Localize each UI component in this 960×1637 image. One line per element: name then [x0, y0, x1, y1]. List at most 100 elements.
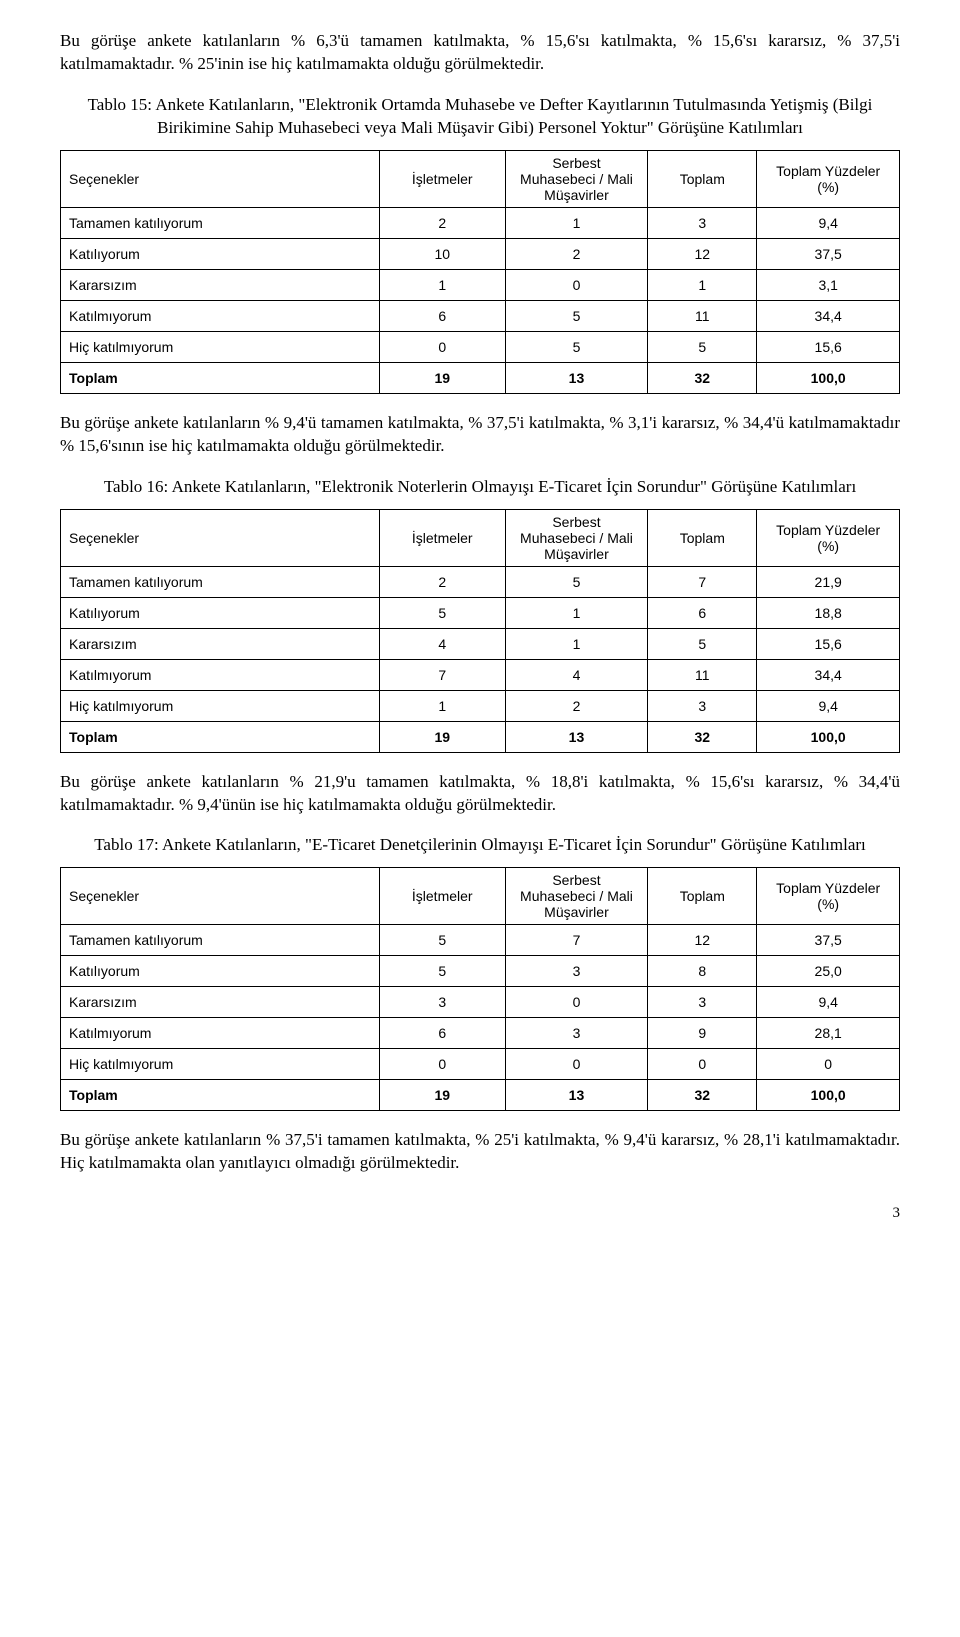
table-cell: 3,1 — [757, 269, 900, 300]
table-cell: 3 — [648, 690, 757, 721]
table-cell: 5 — [505, 566, 648, 597]
table-cell: 3 — [505, 1018, 648, 1049]
table-cell: 5 — [379, 925, 505, 956]
table-cell: 1 — [648, 269, 757, 300]
document-page: Bu görüşe ankete katılanların % 6,3'ü ta… — [0, 0, 960, 1262]
table-header: İşletmeler — [379, 150, 505, 207]
table-cell: 0 — [505, 269, 648, 300]
table-cell: 2 — [379, 566, 505, 597]
table-header-row: Seçenekler İşletmeler Serbest Muhasebeci… — [61, 509, 900, 566]
table-cell: 9 — [648, 1018, 757, 1049]
table-cell: 0 — [757, 1049, 900, 1080]
table-cell: 0 — [379, 1049, 505, 1080]
table-header: Toplam Yüzdeler (%) — [757, 868, 900, 925]
table-cell: Toplam — [61, 721, 380, 752]
table-row: Tamamen katılıyorum 5 7 12 37,5 — [61, 925, 900, 956]
table-cell: 1 — [505, 628, 648, 659]
table-cell: 7 — [505, 925, 648, 956]
table-cell: 9,4 — [757, 690, 900, 721]
table-cell: Katılıyorum — [61, 956, 380, 987]
table-header: İşletmeler — [379, 509, 505, 566]
table-row: Tamamen katılıyorum 2 5 7 21,9 — [61, 566, 900, 597]
table-cell: 21,9 — [757, 566, 900, 597]
table-cell: Toplam — [61, 1080, 380, 1111]
table-cell: Katılıyorum — [61, 597, 380, 628]
table-total-row: Toplam 19 13 32 100,0 — [61, 721, 900, 752]
table-row: Hiç katılmıyorum 1 2 3 9,4 — [61, 690, 900, 721]
table-cell: 5 — [505, 331, 648, 362]
table16-title: Tablo 16: Ankete Katılanların, "Elektron… — [60, 476, 900, 499]
page-number: 3 — [60, 1205, 900, 1222]
table-row: Katılmıyorum 7 4 11 34,4 — [61, 659, 900, 690]
table-cell: 5 — [379, 597, 505, 628]
table-cell: 2 — [379, 207, 505, 238]
table-cell: Hiç katılmıyorum — [61, 690, 380, 721]
table-header: Toplam — [648, 509, 757, 566]
table-header: Toplam Yüzdeler (%) — [757, 150, 900, 207]
table-cell: 1 — [379, 269, 505, 300]
table-cell: 12 — [648, 238, 757, 269]
table-header: Toplam — [648, 868, 757, 925]
table-cell: 1 — [505, 207, 648, 238]
table-cell: Kararsızım — [61, 269, 380, 300]
table-cell: 11 — [648, 659, 757, 690]
table-cell: 3 — [505, 956, 648, 987]
table-cell: 3 — [648, 987, 757, 1018]
table-cell: 0 — [505, 987, 648, 1018]
table-total-row: Toplam 19 13 32 100,0 — [61, 1080, 900, 1111]
table-cell: 19 — [379, 362, 505, 393]
table-header: Seçenekler — [61, 150, 380, 207]
table-cell: 12 — [648, 925, 757, 956]
table-cell: 6 — [648, 597, 757, 628]
table-cell: 34,4 — [757, 659, 900, 690]
table-row: Katılıyorum 5 3 8 25,0 — [61, 956, 900, 987]
table-row: Katılmıyorum 6 3 9 28,1 — [61, 1018, 900, 1049]
table-header: Serbest Muhasebeci / Mali Müşavirler — [505, 509, 648, 566]
table-cell: 32 — [648, 1080, 757, 1111]
table-cell: 15,6 — [757, 331, 900, 362]
table-cell: 100,0 — [757, 362, 900, 393]
table-cell: Katılıyorum — [61, 238, 380, 269]
table-cell: Hiç katılmıyorum — [61, 331, 380, 362]
table-cell: 8 — [648, 956, 757, 987]
table-cell: Katılmıyorum — [61, 659, 380, 690]
table-cell: 13 — [505, 362, 648, 393]
table-row: Katılıyorum 5 1 6 18,8 — [61, 597, 900, 628]
table-row: Katılıyorum 10 2 12 37,5 — [61, 238, 900, 269]
table-cell: Katılmıyorum — [61, 300, 380, 331]
table-row: Tamamen katılıyorum 2 1 3 9,4 — [61, 207, 900, 238]
table-cell: 5 — [648, 628, 757, 659]
table-cell: 100,0 — [757, 1080, 900, 1111]
table15-title: Tablo 15: Ankete Katılanların, "Elektron… — [60, 94, 900, 140]
table-row: Kararsızım 4 1 5 15,6 — [61, 628, 900, 659]
table-cell: 7 — [379, 659, 505, 690]
table-cell: 0 — [505, 1049, 648, 1080]
table-header: Toplam — [648, 150, 757, 207]
table-total-row: Toplam 19 13 32 100,0 — [61, 362, 900, 393]
table-cell: Katılmıyorum — [61, 1018, 380, 1049]
table-cell: 1 — [505, 597, 648, 628]
table-cell: 37,5 — [757, 925, 900, 956]
table-row: Katılmıyorum 6 5 11 34,4 — [61, 300, 900, 331]
table-header: Toplam Yüzdeler (%) — [757, 509, 900, 566]
table-cell: 18,8 — [757, 597, 900, 628]
table-cell: 13 — [505, 1080, 648, 1111]
table-row: Kararsızım 1 0 1 3,1 — [61, 269, 900, 300]
table-cell: 2 — [505, 690, 648, 721]
paragraph-3: Bu görüşe ankete katılanların % 21,9'u t… — [60, 771, 900, 817]
table-cell: 32 — [648, 721, 757, 752]
table-cell: 11 — [648, 300, 757, 331]
table-header: Serbest Muhasebeci / Mali Müşavirler — [505, 868, 648, 925]
table-header: İşletmeler — [379, 868, 505, 925]
table-header-row: Seçenekler İşletmeler Serbest Muhasebeci… — [61, 150, 900, 207]
paragraph-4: Bu görüşe ankete katılanların % 37,5'i t… — [60, 1129, 900, 1175]
table-row: Hiç katılmıyorum 0 0 0 0 — [61, 1049, 900, 1080]
table-header: Seçenekler — [61, 868, 380, 925]
table-cell: Hiç katılmıyorum — [61, 1049, 380, 1080]
table-cell: Tamamen katılıyorum — [61, 207, 380, 238]
table-cell: 25,0 — [757, 956, 900, 987]
table-cell: 5 — [505, 300, 648, 331]
table-header: Serbest Muhasebeci / Mali Müşavirler — [505, 150, 648, 207]
table-cell: 2 — [505, 238, 648, 269]
table-cell: 3 — [379, 987, 505, 1018]
